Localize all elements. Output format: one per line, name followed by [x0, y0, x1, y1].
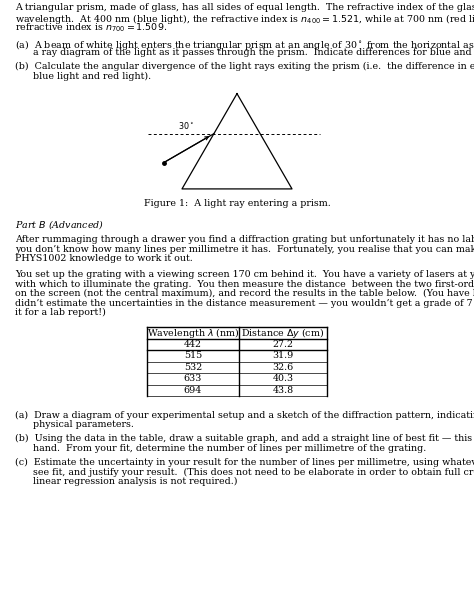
Text: (a)  A beam of white light enters the triangular prism at an angle of 30$^\circ$: (a) A beam of white light enters the tri… [15, 38, 474, 52]
Text: 515: 515 [184, 352, 202, 361]
Text: didn’t estimate the uncertainties in the distance measurement — you wouldn’t get: didn’t estimate the uncertainties in the… [15, 299, 474, 308]
Text: After rummaging through a drawer you find a diffraction grating but unfortunatel: After rummaging through a drawer you fin… [15, 235, 474, 244]
Text: with which to illuminate the grating.  You then measure the distance  between th: with which to illuminate the grating. Yo… [15, 280, 474, 289]
Text: linear regression analysis is not required.): linear regression analysis is not requir… [15, 477, 237, 486]
Text: it for a lab report!): it for a lab report!) [15, 308, 106, 317]
Text: A triangular prism, made of glass, has all sides of equal length.  The refractiv: A triangular prism, made of glass, has a… [15, 3, 474, 12]
Text: (a)  Draw a diagram of your experimental setup and a sketch of the diffraction p: (a) Draw a diagram of your experimental … [15, 410, 474, 419]
Text: physical parameters.: physical parameters. [15, 420, 134, 429]
Text: 27.2: 27.2 [273, 340, 293, 349]
Text: (b)  Calculate the angular divergence of the light rays exiting the prism (i.e. : (b) Calculate the angular divergence of … [15, 62, 474, 71]
Text: Distance $\Delta y$ (cm): Distance $\Delta y$ (cm) [241, 326, 325, 340]
Text: 442: 442 [184, 340, 202, 349]
Text: 31.9: 31.9 [273, 352, 293, 361]
Text: on the screen (not the central maximum), and record the results in the table bel: on the screen (not the central maximum),… [15, 289, 474, 298]
Text: blue light and red light).: blue light and red light). [15, 71, 151, 80]
Text: PHYS1002 knowledge to work it out.: PHYS1002 knowledge to work it out. [15, 254, 193, 263]
Text: (c)  Estimate the uncertainty in your result for the number of lines per millime: (c) Estimate the uncertainty in your res… [15, 458, 474, 467]
Text: wavelength.  At 400 nm (blue light), the refractive index is $n_{400} = 1.521$, : wavelength. At 400 nm (blue light), the … [15, 13, 474, 26]
Text: a ray diagram of the light as it passes through the prism.  Indicate differences: a ray diagram of the light as it passes … [15, 48, 474, 57]
Text: refractive index is $n_{700} = 1.509$.: refractive index is $n_{700} = 1.509$. [15, 22, 167, 35]
Text: you don’t know how many lines per millimetre it has.  Fortunately, you realise t: you don’t know how many lines per millim… [15, 244, 474, 253]
Text: Wavelength $\lambda$ (nm): Wavelength $\lambda$ (nm) [146, 326, 239, 340]
Text: see fit, and justify your result.  (This does not need to be elaborate in order : see fit, and justify your result. (This … [15, 467, 474, 477]
Text: You set up the grating with a viewing screen 170 cm behind it.  You have a varie: You set up the grating with a viewing sc… [15, 270, 474, 279]
Text: 43.8: 43.8 [273, 386, 293, 395]
Text: 694: 694 [184, 386, 202, 395]
Text: Part $B$ (Advanced): Part $B$ (Advanced) [15, 218, 104, 231]
Text: Figure 1:  A light ray entering a prism.: Figure 1: A light ray entering a prism. [144, 199, 330, 208]
Text: hand.  From your fit, determine the number of lines per millimetre of the gratin: hand. From your fit, determine the numbe… [15, 444, 426, 453]
Text: 633: 633 [184, 374, 202, 383]
Text: 532: 532 [184, 363, 202, 372]
Text: 32.6: 32.6 [273, 363, 293, 372]
Text: 40.3: 40.3 [273, 374, 293, 383]
Text: (b)  Using the data in the table, draw a suitable graph, and add a straight line: (b) Using the data in the table, draw a … [15, 434, 474, 443]
Text: $30^\circ$: $30^\circ$ [178, 120, 194, 131]
